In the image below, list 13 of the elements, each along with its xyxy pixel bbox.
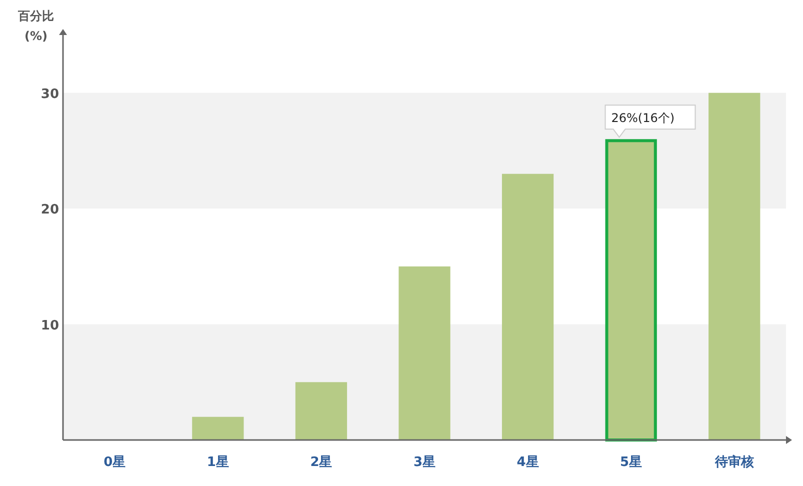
y-axis-title: 百分比 (%): [17, 9, 54, 43]
y-tick-label: 10: [40, 318, 59, 334]
x-tick-label: 0星: [104, 455, 126, 470]
x-tick-label: 2星: [310, 455, 332, 470]
x-tick-label: 待审核: [714, 454, 754, 470]
y-tick-label: 30: [40, 86, 59, 102]
x-tick-label: 1星: [206, 455, 229, 470]
x-tick-label: 4星: [516, 455, 539, 470]
x-tick-label: 5星: [620, 455, 642, 470]
annotation: 26%(16个): [611, 111, 675, 126]
x-tick-label: 3星: [413, 455, 436, 470]
y-tick-label: 20: [40, 202, 59, 218]
annotation: 26%(16个): [604, 104, 696, 138]
